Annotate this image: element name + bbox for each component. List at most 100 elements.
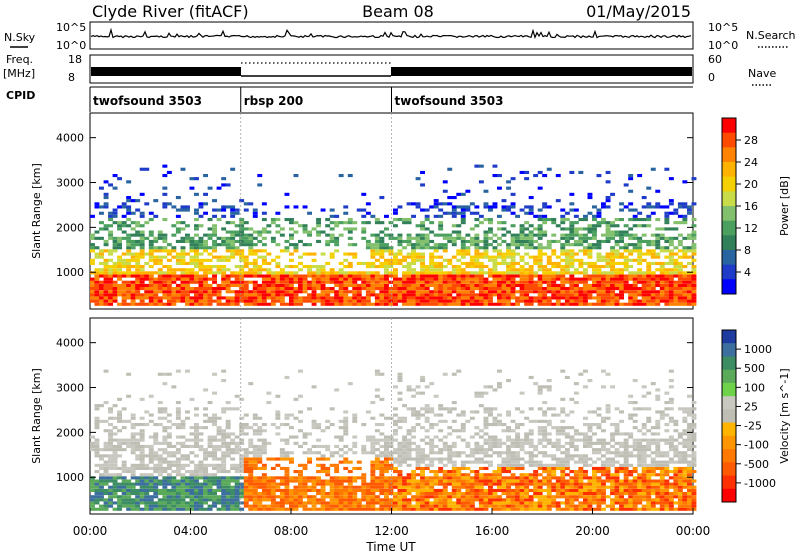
heatmap-cell <box>139 507 145 511</box>
heatmap-cell <box>166 501 172 505</box>
heatmap-cell <box>411 261 417 265</box>
heatmap-cell <box>601 290 606 294</box>
heatmap-cell <box>601 258 606 262</box>
heatmap-cell <box>691 277 697 281</box>
heatmap-cell <box>203 274 209 278</box>
heatmap-cell <box>465 479 471 483</box>
heatmap-cell <box>637 243 643 247</box>
heatmap-cell <box>343 258 349 262</box>
heatmap-cell <box>460 498 466 502</box>
heatmap-cell <box>352 221 358 225</box>
heatmap-cell <box>148 293 154 297</box>
heatmap-cell <box>126 274 132 278</box>
heatmap-cell <box>402 492 408 496</box>
heatmap-cell <box>501 476 507 480</box>
heatmap-cell <box>166 290 172 294</box>
heatmap-cell <box>185 470 190 474</box>
heatmap-cell <box>632 277 638 281</box>
heatmap-cell <box>659 283 665 287</box>
heatmap-cell <box>637 252 643 256</box>
heatmap-cell <box>329 239 335 243</box>
heatmap-cell <box>415 451 421 455</box>
heatmap-cell <box>189 495 195 499</box>
heatmap-cell <box>447 448 453 452</box>
heatmap-cell <box>203 265 209 269</box>
heatmap-cell <box>361 473 367 477</box>
heatmap-cell <box>388 485 394 489</box>
heatmap-cell <box>601 255 606 259</box>
heatmap-cell <box>374 239 380 243</box>
heatmap-cell <box>497 236 502 240</box>
heatmap-cell <box>506 426 512 430</box>
heatmap-cell <box>442 441 448 445</box>
heatmap-cell <box>650 293 656 297</box>
heatmap-cell <box>668 283 674 287</box>
heatmap-cell <box>284 495 290 499</box>
heatmap-cell <box>243 495 249 499</box>
heatmap-cell <box>619 239 625 243</box>
heatmap-cell <box>501 302 507 306</box>
heatmap-cell <box>474 426 480 430</box>
heatmap-cell <box>411 268 417 272</box>
heatmap-cell <box>379 432 385 436</box>
heatmap-cell <box>497 479 502 483</box>
heatmap-cell <box>320 271 326 275</box>
heatmap-cell <box>135 268 141 272</box>
heatmap-cell <box>447 239 453 243</box>
heatmap-cell <box>546 302 552 306</box>
heatmap-cell <box>365 507 371 511</box>
heatmap-cell <box>216 299 222 303</box>
heatmap-cell <box>112 438 118 442</box>
heatmap-cell <box>135 290 141 294</box>
heatmap-cell <box>637 293 643 297</box>
heatmap-cell <box>605 283 611 287</box>
heatmap-cell <box>130 444 136 448</box>
heatmap-cell <box>325 419 331 423</box>
heatmap-cell <box>605 170 611 174</box>
heatmap-cell <box>166 280 172 284</box>
heatmap-cell <box>320 454 326 458</box>
heatmap-cell <box>415 252 421 256</box>
heatmap-cell <box>587 224 593 228</box>
heatmap-cell <box>175 214 181 218</box>
heatmap-cell <box>537 473 543 477</box>
heatmap-cell <box>117 287 123 291</box>
heatmap-cell <box>157 230 163 234</box>
heatmap-cell <box>519 230 525 234</box>
heatmap-cell <box>497 271 502 275</box>
heatmap-cell <box>519 479 525 483</box>
heatmap-cell <box>393 470 398 474</box>
heatmap-cell <box>524 451 530 455</box>
heatmap-cell <box>275 243 281 247</box>
heatmap-cell <box>261 488 267 492</box>
heatmap-cell <box>166 498 172 502</box>
heatmap-cell <box>687 205 692 209</box>
heatmap-cell <box>528 495 534 499</box>
heatmap-cell <box>157 274 163 278</box>
heatmap-cell <box>225 488 231 492</box>
heatmap-cell <box>130 265 136 269</box>
heatmap-cell <box>465 246 471 250</box>
heatmap-cell <box>650 274 656 278</box>
heatmap-cell <box>488 492 493 496</box>
heatmap-cell <box>194 466 199 470</box>
heatmap-cell <box>442 470 448 474</box>
heatmap-cell <box>415 302 421 306</box>
heatmap-cell <box>641 271 647 275</box>
heatmap-cell <box>415 277 421 281</box>
heatmap-cell <box>632 299 638 303</box>
heatmap-cell <box>261 287 267 291</box>
heatmap-cell <box>488 243 493 247</box>
heatmap-cell <box>166 492 172 496</box>
heatmap-cell <box>325 302 331 306</box>
heatmap-cell <box>569 233 575 237</box>
heatmap-cell <box>465 444 471 448</box>
heatmap-cell <box>117 271 123 275</box>
heatmap-cell <box>677 283 683 287</box>
heatmap-cell <box>469 274 475 278</box>
heatmap-cell <box>465 261 471 265</box>
heatmap-cell <box>153 476 159 480</box>
heatmap-cell <box>506 299 512 303</box>
heatmap-cell <box>374 287 380 291</box>
heatmap-cell <box>438 482 444 486</box>
